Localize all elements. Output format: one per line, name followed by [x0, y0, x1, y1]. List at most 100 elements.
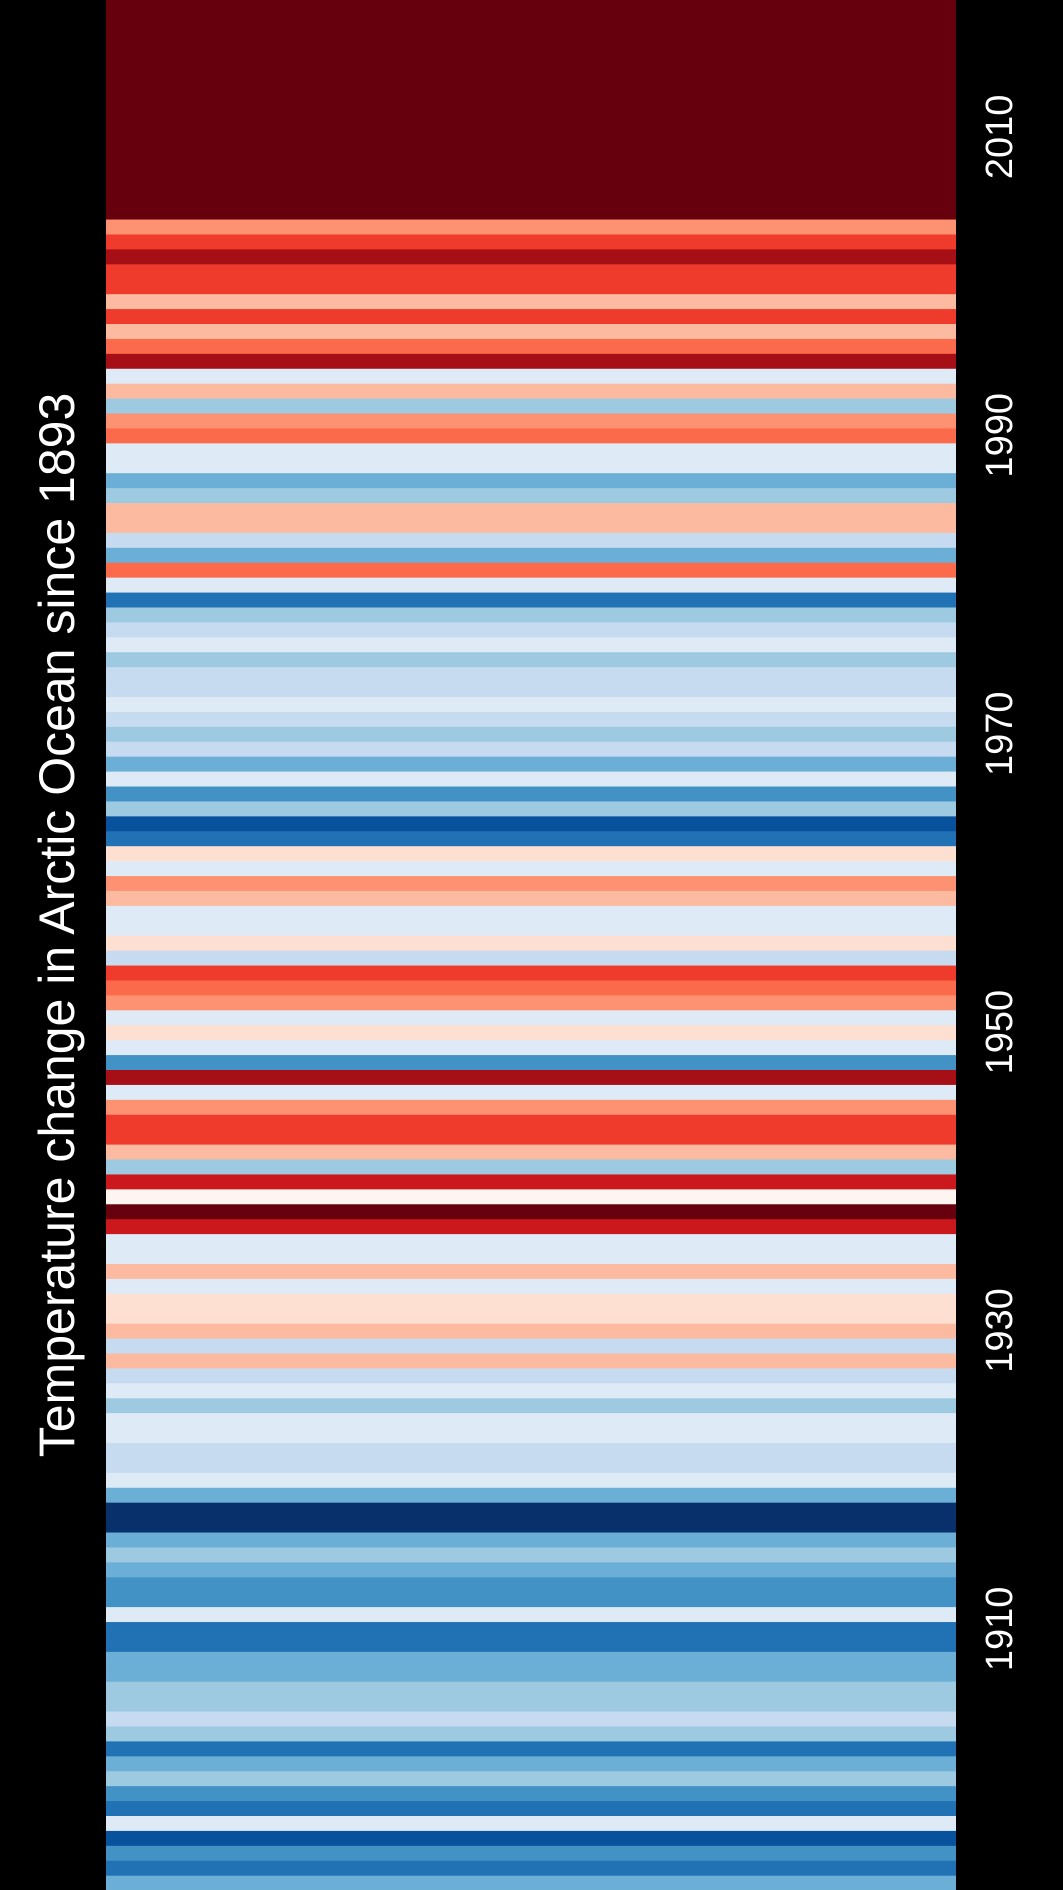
stripe-2003 [106, 233, 956, 250]
stripe-1966 [106, 785, 956, 802]
stripe-1993 [106, 383, 956, 399]
stripe-1936 [106, 1233, 956, 1250]
stripe-1950 [106, 1024, 956, 1041]
chart-title: Temperature change in Arctic Ocean since… [29, 393, 85, 1458]
stripe-1893 [106, 1875, 956, 1890]
stripe-1990 [106, 427, 956, 444]
stripe-1894 [106, 1860, 956, 1876]
stripe-1942 [106, 1144, 956, 1160]
stripe-1935 [106, 1248, 956, 1264]
stripe-1947 [106, 1069, 956, 1085]
stripe-1929 [106, 1337, 956, 1354]
stripe-1964 [106, 815, 956, 832]
stripe-1933 [106, 1278, 956, 1294]
stripe-1896 [106, 1830, 956, 1846]
stripe-1981 [106, 562, 956, 578]
stripe-1913 [106, 1576, 956, 1593]
stripe-1960 [106, 875, 956, 891]
stripe-1958 [106, 905, 956, 921]
stripe-1931 [106, 1308, 956, 1324]
stripe-1908 [106, 1651, 956, 1667]
stripe-1954 [106, 964, 956, 981]
year-tick-label: 1930 [979, 1288, 1021, 1373]
stripe-1941 [106, 1158, 956, 1175]
stripe-1910 [106, 1621, 956, 1637]
stripe-1995 [106, 353, 956, 369]
stripe-1978 [106, 606, 956, 623]
stripe-2000 [106, 278, 956, 295]
stripe-1902 [106, 1740, 956, 1757]
stripe-1982 [106, 547, 956, 563]
stripe-1957 [106, 920, 956, 936]
stripe-1948 [106, 1054, 956, 1070]
stripe-1980 [106, 577, 956, 593]
stripe-1934 [106, 1263, 956, 1279]
stripe-1928 [106, 1352, 956, 1369]
stripe-1991 [106, 412, 956, 429]
stripe-1994 [106, 368, 956, 384]
stripe-1932 [106, 1293, 956, 1309]
stripe-1979 [106, 591, 956, 608]
stripe-1909 [106, 1636, 956, 1652]
stripe-1916 [106, 1531, 956, 1548]
stripe-1901 [106, 1755, 956, 1772]
stripe-1904 [106, 1710, 956, 1727]
stripe-1939 [106, 1188, 956, 1205]
stripe-1930 [106, 1323, 956, 1339]
stripe-1940 [106, 1173, 956, 1190]
stripe-1983 [106, 532, 956, 548]
stripe-1961 [106, 860, 956, 877]
stripe-2005 [106, 204, 956, 220]
stripe-1971 [106, 711, 956, 727]
stripe-1949 [106, 1039, 956, 1056]
stripe-1977 [106, 621, 956, 638]
stripe-1997 [106, 323, 956, 339]
stripe-1970 [106, 726, 956, 742]
year-tick-label: 1970 [979, 691, 1021, 776]
stripe-1946 [106, 1084, 956, 1100]
stripe-1972 [106, 696, 956, 712]
stripe-1968 [106, 756, 956, 772]
stripe-1976 [106, 636, 956, 653]
stripe-1921 [106, 1457, 956, 1473]
stripe-1987 [106, 472, 956, 489]
stripe-1951 [106, 1009, 956, 1026]
stripe-1944 [106, 1114, 956, 1130]
stripe-1927 [106, 1367, 956, 1384]
stripe-1918 [106, 1502, 956, 1518]
stripe-1984 [106, 517, 956, 533]
stripe-2007 [106, 174, 956, 190]
stripe-1919 [106, 1487, 956, 1503]
stripe-1963 [106, 830, 956, 847]
stripe-1899 [106, 1785, 956, 1802]
stripe-1923 [106, 1427, 956, 1443]
stripe-1925 [106, 1397, 956, 1414]
stripe-1938 [106, 1203, 956, 1220]
stripe-1967 [106, 771, 956, 787]
stripe-1912 [106, 1591, 956, 1608]
stripe-1992 [106, 398, 956, 414]
stripe-1907 [106, 1666, 956, 1682]
stripe-1898 [106, 1800, 956, 1816]
stripe-1900 [106, 1770, 956, 1787]
stripe-1996 [106, 338, 956, 354]
year-tick-label: 1950 [979, 990, 1021, 1075]
stripe-1998 [106, 308, 956, 324]
stripe-1969 [106, 741, 956, 757]
stripe-2006 [106, 189, 956, 205]
stripe-1953 [106, 979, 956, 996]
stripe-1915 [106, 1546, 956, 1563]
stripe-1986 [106, 487, 956, 504]
stripe-1945 [106, 1099, 956, 1115]
stripe-1988 [106, 457, 956, 474]
stripe-1895 [106, 1845, 956, 1861]
stripe-1914 [106, 1561, 956, 1578]
stripes-group [106, 0, 956, 1890]
year-tick-label: 1910 [979, 1587, 1021, 1672]
stripe-1959 [106, 890, 956, 906]
stripe-1926 [106, 1382, 956, 1399]
stripe-1989 [106, 442, 956, 459]
stripe-1937 [106, 1218, 956, 1235]
stripe-1999 [106, 293, 956, 310]
